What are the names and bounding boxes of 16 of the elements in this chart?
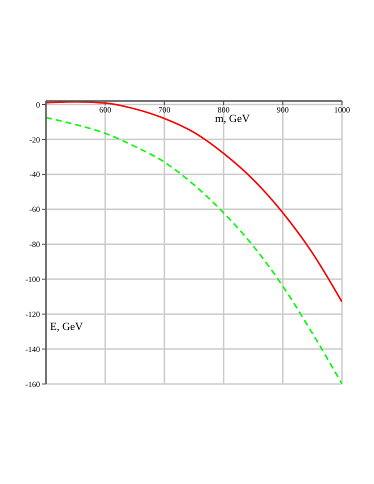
y-tick-label: 0 (36, 100, 40, 110)
x-tick-label: 700 (158, 106, 170, 115)
x-axis-title: m, GeV (215, 113, 250, 125)
y-tick-label: -20 (29, 135, 40, 144)
y-tick-label: -160 (25, 380, 40, 389)
y-tick-label: -60 (29, 205, 40, 214)
y-axis-title: E, GeV (50, 321, 83, 333)
x-tick-label: 800 (218, 106, 230, 115)
x-tick-label: 600 (99, 106, 112, 115)
y-tick-label: -120 (25, 310, 40, 319)
y-tick-label: -40 (29, 170, 40, 180)
y-tick-label: -80 (29, 240, 40, 250)
x-tick-label: 900 (276, 106, 289, 115)
y-tick-label: -140 (25, 344, 40, 354)
y-tick-label: -100 (25, 275, 40, 284)
x-tick-label: 1000 (334, 106, 350, 115)
